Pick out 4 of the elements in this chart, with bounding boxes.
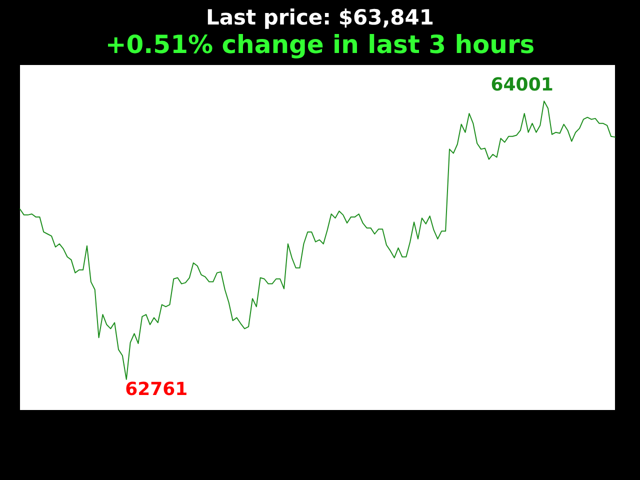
data-label: 62761 (125, 378, 188, 400)
chart-title: Last price: $63,841 (206, 6, 434, 30)
chart-subtitle: +0.51% change in last 3 hours (105, 30, 535, 59)
data-label: 64001 (490, 74, 554, 96)
